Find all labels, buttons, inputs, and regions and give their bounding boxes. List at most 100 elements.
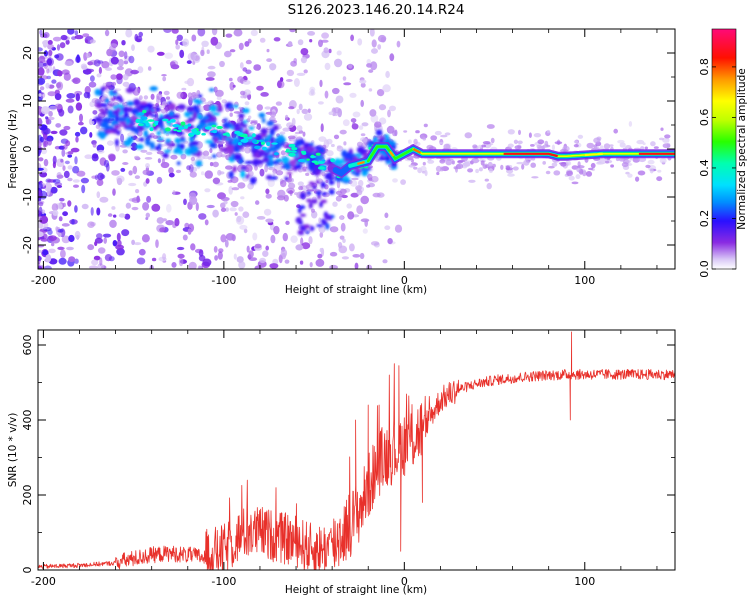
spectrogram-cell: [125, 29, 133, 38]
spectrogram-cell: [642, 142, 646, 145]
spectrogram-cell: [190, 156, 196, 162]
spectrogram-cell: [121, 229, 130, 237]
spectrogram-cell: [99, 196, 109, 203]
spectrogram-cell: [57, 246, 64, 250]
spectrogram-cell: [627, 173, 633, 178]
spectrogram-cell: [47, 91, 57, 97]
spectrogram-cell: [384, 225, 391, 230]
spectrogram-cell: [67, 29, 75, 35]
spectrogram-cell: [300, 150, 306, 154]
spectrogram-cell: [89, 132, 93, 138]
colorbar-ticks: 0.0 0.2 0.4 0.6 0.8: [698, 58, 736, 278]
spectrogram-cell: [656, 176, 663, 182]
spectrogram-cell: [551, 162, 558, 167]
spectrogram-cell: [370, 175, 379, 183]
spectrogram-cell: [225, 33, 233, 38]
spectrogram-cell: [354, 262, 359, 269]
spectrogram-cell: [75, 55, 81, 64]
spectrogram-cell: [182, 234, 188, 241]
spectrogram-cell: [54, 103, 63, 110]
spectrogram-cell: [143, 129, 149, 138]
spectrogram-cell: [599, 145, 604, 151]
spectrogram-cell: [318, 225, 326, 234]
spectrogram-cell: [85, 52, 91, 59]
spectrogram-cell: [47, 43, 55, 50]
spectrogram-cell: [138, 123, 144, 127]
spectrogram-cell: [571, 181, 579, 185]
spectrogram-cell: [264, 164, 268, 173]
spectrogram-cell: [380, 36, 386, 43]
spectrogram-cell: [99, 257, 103, 266]
spectrogram-cell: [113, 214, 117, 218]
spectrogram-cell: [173, 129, 178, 132]
spectrogram-cell: [105, 81, 112, 86]
spectrogram-cell: [265, 188, 270, 195]
spectrogram-cell: [159, 114, 164, 118]
spectrogram-cell: [507, 173, 515, 177]
spectrogram-cell: [285, 79, 293, 82]
spectrogram-cell: [165, 220, 174, 226]
spectrogram-cell: [111, 81, 117, 86]
spectrogram-cell: [263, 208, 272, 216]
spectrogram-cell: [254, 243, 262, 249]
spectrogram-cell: [198, 213, 207, 220]
spectrogram-cell: [338, 242, 343, 249]
spectrogram-cell: [387, 109, 391, 118]
spectrogram-cell: [116, 232, 121, 242]
spectrogram-cell: [297, 168, 303, 173]
spectrogram-cell: [204, 126, 212, 130]
spectrogram-cell: [560, 148, 569, 153]
spectrogram-cell: [38, 255, 42, 262]
spectrogram-cell: [320, 181, 326, 189]
spectrogram-cell: [91, 259, 99, 266]
spectrogram-cell: [480, 160, 485, 166]
spectrogram-hot-streak: [357, 160, 365, 165]
spectrogram-cell: [335, 195, 342, 202]
spectrogram-cell: [324, 62, 331, 71]
spectrogram-cell: [422, 161, 426, 166]
spectrogram-cell: [352, 254, 361, 258]
spectrogram-cell: [259, 168, 265, 177]
spectrogram-cell: [420, 165, 427, 173]
spectrogram-cell: [98, 66, 102, 75]
spectrogram-cell: [135, 35, 143, 43]
spectrogram-cell: [141, 116, 146, 119]
spectrogram-cell: [293, 78, 300, 87]
spectrogram-cell: [644, 146, 648, 150]
spectrogram-cell: [105, 67, 112, 71]
spectrogram-cell: [160, 104, 166, 109]
spectrogram-cell: [521, 163, 525, 170]
spectrogram-cell: [285, 148, 290, 153]
spectrogram-cell: [297, 230, 304, 235]
spectrogram-cell: [311, 160, 318, 163]
spectrogram-cell: [307, 31, 316, 36]
spectrogram-cell: [269, 127, 275, 136]
spectrogram-cell: [134, 155, 140, 159]
spectrogram-cell: [513, 139, 519, 144]
spectrogram-cell: [161, 101, 168, 106]
spectrogram-cell: [217, 169, 222, 176]
spectrogram-cell: [268, 154, 275, 158]
spectrogram-cell: [239, 62, 244, 69]
spectrogram-cell: [212, 129, 218, 134]
spectrogram-cell: [122, 106, 129, 113]
spectrogram-cell: [321, 159, 326, 162]
spectrogram-cell: [184, 80, 191, 85]
spectrogram-cell: [184, 111, 190, 118]
spectrogram-cell: [115, 73, 123, 80]
spectrogram-cell: [135, 118, 141, 124]
spectrogram-cell: [248, 250, 254, 258]
spectrogram-cell: [546, 129, 551, 134]
spectrogram-cell: [287, 41, 293, 47]
spectrogram-cell: [75, 102, 83, 111]
spectrogram-cell: [204, 102, 213, 105]
spectrogram-cell: [260, 127, 268, 135]
spectrogram-cell: [343, 141, 347, 146]
spectrogram-cell: [351, 177, 359, 181]
spectrogram-cell: [97, 60, 104, 64]
spectrogram-cell: [42, 40, 50, 46]
spectrogram-cell: [104, 254, 112, 262]
spectrogram-cell: [298, 158, 306, 163]
spectrogram-cell: [144, 157, 153, 160]
